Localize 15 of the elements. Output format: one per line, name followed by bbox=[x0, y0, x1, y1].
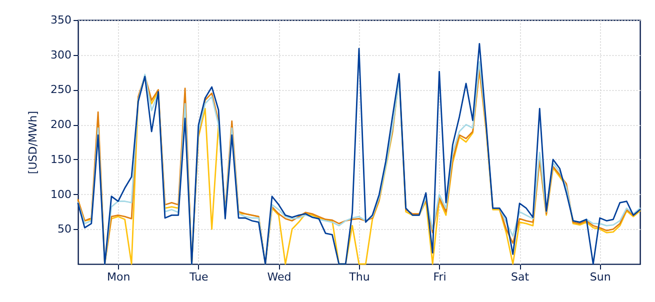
y-tick-label: 100 bbox=[50, 188, 72, 201]
x-tick-label: Wed bbox=[267, 270, 292, 284]
y-tick-label: 300 bbox=[50, 48, 72, 62]
x-tick-label: Thu bbox=[348, 270, 370, 284]
y-tick-label: 200 bbox=[50, 118, 72, 132]
x-tick-label: Sat bbox=[511, 270, 530, 284]
y-axis-title: [USD/MWh] bbox=[26, 110, 40, 174]
y-tick-label: 350 bbox=[50, 14, 72, 26]
x-tick-label: Sun bbox=[590, 270, 611, 284]
y-tick-label: 150 bbox=[50, 152, 72, 166]
x-tick-label: Tue bbox=[188, 270, 209, 284]
x-tick-label: Mon bbox=[107, 270, 130, 284]
y-tick-label: 50 bbox=[58, 222, 72, 236]
y-tick-label: 250 bbox=[50, 83, 72, 96]
x-tick-label: Fri bbox=[433, 270, 446, 284]
